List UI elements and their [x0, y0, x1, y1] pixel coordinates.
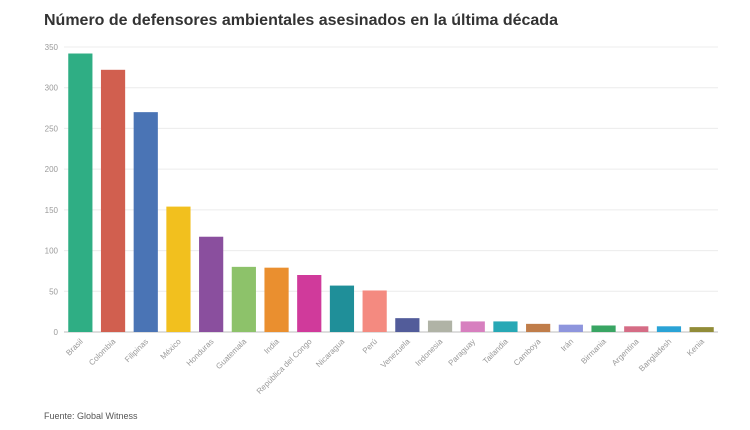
y-tick-label: 50	[49, 287, 58, 296]
source-note: Fuente: Global Witness	[44, 411, 138, 421]
bar-filipinas[interactable]	[133, 112, 158, 333]
x-tick-label: Guatemala	[214, 337, 248, 371]
y-tick-label: 300	[45, 84, 59, 93]
x-tick-label: Birmania	[579, 337, 608, 366]
x-tick-label: Bangladesh	[637, 337, 673, 373]
bar-venezuela[interactable]	[395, 318, 420, 332]
bar-guatemala[interactable]	[231, 266, 256, 332]
x-tick-label: Nicaragua	[314, 337, 347, 370]
y-tick-label: 0	[54, 328, 59, 337]
x-tick-label: Irán	[559, 337, 575, 353]
bar-colombia[interactable]	[100, 69, 126, 333]
bar-kenia[interactable]	[689, 327, 714, 332]
x-tick-label: República del Congo	[255, 337, 314, 396]
bars	[68, 53, 714, 333]
bar-bangladesh[interactable]	[656, 326, 682, 332]
x-tick-label: Honduras	[185, 337, 216, 368]
bar-tailandia[interactable]	[493, 321, 518, 332]
x-tick-label: Paraguay	[447, 337, 478, 368]
bar-paraguay[interactable]	[460, 321, 485, 332]
y-tick-label: 250	[45, 124, 59, 133]
x-tick-label: Tailandia	[481, 337, 510, 366]
x-tick-label: Filipinas	[123, 337, 150, 364]
bar-brasil[interactable]	[68, 53, 93, 333]
bar-birmania[interactable]	[591, 325, 616, 332]
bar-méxico[interactable]	[166, 206, 191, 332]
x-tick-label: Perú	[361, 337, 379, 355]
chart-title: Número de defensores ambientales asesina…	[44, 12, 558, 29]
y-axis-ticks: 0 50 100 150 200 250 300 350	[45, 43, 59, 337]
bar-irán[interactable]	[558, 324, 583, 332]
bar-camboya[interactable]	[526, 323, 551, 332]
y-tick-label: 100	[45, 247, 59, 256]
bar-nicaragua[interactable]	[329, 285, 355, 332]
bar-india[interactable]	[264, 267, 289, 332]
bar-república-del-congo[interactable]	[297, 275, 322, 332]
bar-argentina[interactable]	[624, 326, 649, 332]
bar-indonesia[interactable]	[427, 320, 453, 332]
x-tick-label: Brasil	[64, 337, 85, 358]
y-tick-label: 350	[45, 43, 59, 52]
x-tick-label: Indonesia	[414, 337, 445, 368]
y-tick-label: 150	[45, 206, 59, 215]
x-tick-label: Venezuela	[379, 337, 412, 370]
grid-layer	[64, 46, 718, 333]
bar-perú[interactable]	[362, 290, 387, 332]
x-tick-label: Colombia	[87, 337, 118, 368]
x-tick-label: India	[262, 337, 281, 356]
y-tick-label: 200	[45, 165, 59, 174]
x-axis-ticks: Brasil Colombia Filipinas México HondurasGua…	[64, 337, 706, 396]
x-tick-label: Argentina	[610, 337, 641, 368]
x-tick-label: México	[159, 337, 184, 362]
bar-honduras[interactable]	[199, 236, 224, 332]
x-tick-label: Kenia	[685, 337, 706, 358]
x-tick-label: Camboya	[512, 337, 543, 368]
